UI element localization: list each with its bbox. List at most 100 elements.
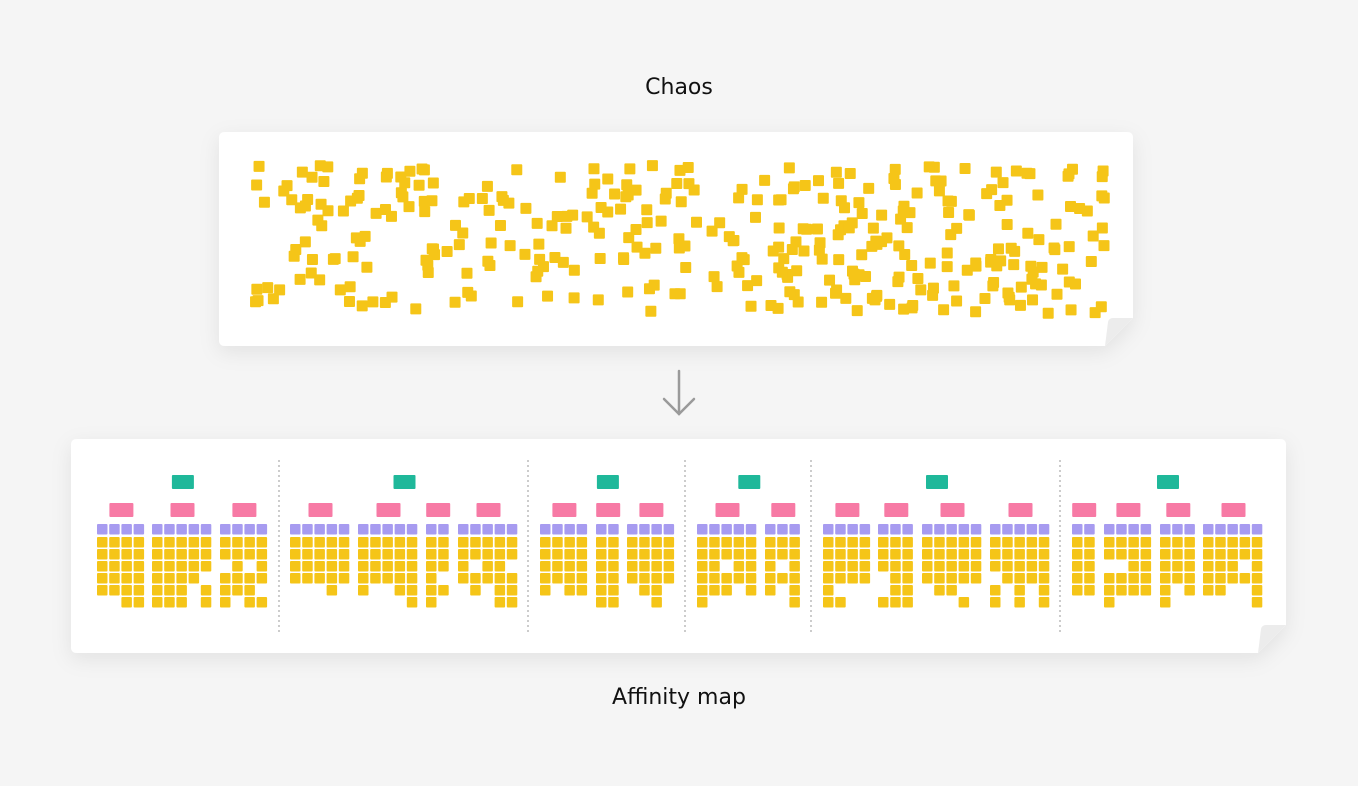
sticky (302, 537, 313, 548)
sticky (504, 240, 516, 252)
sticky (176, 597, 187, 608)
header-sticky (1026, 524, 1038, 535)
sticky (358, 561, 369, 572)
sticky (1038, 561, 1050, 572)
sticky (651, 537, 662, 548)
sticky (608, 537, 619, 548)
header-sticky (1072, 524, 1083, 535)
sticky (970, 549, 982, 560)
header-sticky (934, 524, 945, 535)
sticky (494, 597, 506, 608)
sticky (709, 573, 720, 584)
sticky (816, 296, 828, 308)
sticky (367, 296, 379, 308)
sticky (709, 585, 720, 596)
sticky (1251, 597, 1263, 608)
sticky (418, 195, 430, 207)
sticky (987, 280, 999, 292)
sticky (902, 561, 913, 572)
sticky (1002, 287, 1014, 299)
sticky (1251, 573, 1263, 584)
sticky (481, 180, 493, 192)
sticky (663, 561, 675, 572)
sticky (777, 537, 788, 548)
sticky (959, 163, 971, 175)
sticky (220, 573, 231, 584)
sticky (426, 537, 437, 548)
group-sticky (232, 503, 257, 517)
sticky (922, 573, 933, 584)
sticky (419, 206, 431, 218)
sticky (540, 537, 551, 548)
sticky (200, 561, 212, 572)
sticky (552, 561, 563, 572)
sticky (399, 177, 411, 189)
sticky (152, 561, 163, 572)
sticky (721, 573, 732, 584)
header-sticky (394, 524, 406, 535)
sticky (520, 202, 532, 214)
sticky (866, 240, 878, 252)
sticky (338, 561, 350, 572)
sticky (970, 537, 982, 548)
header-sticky (1002, 524, 1013, 535)
sticky (1027, 294, 1039, 306)
sticky (576, 573, 588, 584)
sticky (406, 597, 418, 608)
sticky (627, 561, 638, 572)
sticky (942, 195, 954, 207)
sticky (294, 273, 306, 285)
header-sticky (627, 524, 638, 535)
header-sticky (709, 524, 720, 535)
sticky (482, 549, 493, 560)
sticky (549, 251, 561, 263)
group-sticky (308, 503, 333, 517)
sticky (946, 537, 957, 548)
header-sticky (314, 524, 325, 535)
sticky (745, 537, 757, 548)
sticky (109, 537, 120, 548)
sticky (164, 585, 175, 596)
sticky (787, 183, 799, 195)
sticky (531, 217, 543, 229)
sticky (902, 537, 913, 548)
sticky (200, 549, 212, 560)
sticky (109, 549, 120, 560)
sticky (370, 561, 381, 572)
sticky (457, 227, 469, 239)
sticky (1184, 549, 1195, 560)
sticky (970, 561, 982, 572)
sticky (898, 303, 910, 315)
sticky (302, 573, 313, 584)
theme-sticky (596, 475, 619, 489)
header-sticky (1160, 524, 1171, 535)
sticky (878, 537, 889, 548)
sticky (1251, 537, 1263, 548)
sticky (1239, 549, 1251, 560)
header-sticky (639, 524, 650, 535)
sticky (351, 192, 363, 204)
sticky (1172, 561, 1183, 572)
header-sticky (823, 524, 834, 535)
sticky (1184, 585, 1195, 596)
bottom-label: Affinity map (612, 685, 746, 710)
sticky (494, 549, 506, 560)
group-sticky (835, 503, 860, 517)
sticky (576, 585, 588, 596)
sticky (1065, 201, 1077, 213)
sticky (334, 284, 346, 296)
sticky (354, 173, 366, 185)
sticky (109, 573, 120, 584)
sticky (506, 573, 518, 584)
sticky (979, 292, 991, 304)
sticky (344, 281, 356, 293)
sticky (1096, 190, 1108, 202)
header-sticky (121, 524, 132, 535)
sticky (1203, 573, 1214, 584)
header-sticky (220, 524, 231, 535)
header-sticky (109, 524, 120, 535)
sticky (813, 244, 825, 256)
sticky (426, 597, 437, 608)
sticky (933, 185, 945, 197)
sticky (922, 537, 933, 548)
